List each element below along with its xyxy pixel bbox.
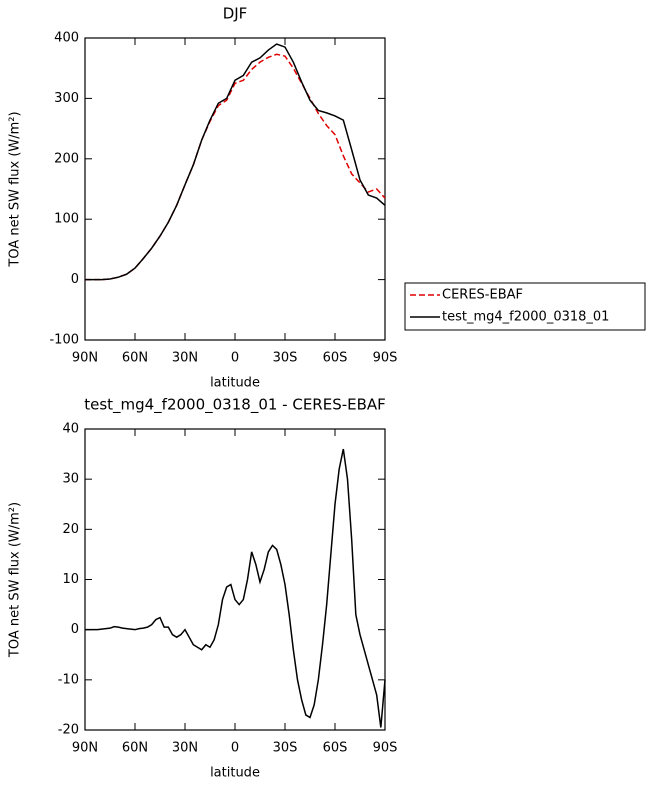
- x-tick-label: 90N: [72, 741, 98, 756]
- y-tick-label: 200: [54, 151, 79, 166]
- x-tick-label: 0: [231, 351, 239, 366]
- y-tick-label: 10: [62, 572, 79, 587]
- chart-title: test_mg4_f2000_0318_01 - CERES-EBAF: [84, 396, 386, 415]
- x-tick-label: 0: [231, 741, 239, 756]
- x-tick-label: 30S: [273, 351, 298, 366]
- data-line: [85, 43, 386, 281]
- x-tick-label: 90S: [373, 741, 398, 756]
- legend-label: CERES-EBAF: [442, 288, 523, 303]
- data-line: [85, 448, 386, 728]
- plot-frame: [84, 428, 386, 731]
- x-tick-label: 60S: [323, 741, 348, 756]
- y-tick-label: 0: [71, 272, 79, 287]
- legend-box: [404, 282, 646, 331]
- y-tick-label: 20: [62, 522, 79, 537]
- x-tick-label: 30N: [172, 351, 198, 366]
- x-tick-label: 60S: [323, 351, 348, 366]
- x-tick-label: 60N: [122, 741, 148, 756]
- y-tick-label: 300: [54, 91, 79, 106]
- chart-title: DJF: [223, 5, 248, 23]
- y-axis-label: TOA net SW flux (W/m²): [8, 111, 23, 267]
- x-tick-label: 60N: [122, 351, 148, 366]
- x-tick-label: 30N: [172, 741, 198, 756]
- y-tick-label: 100: [54, 212, 79, 227]
- x-axis-label: latitude: [210, 766, 260, 781]
- y-axis-label: TOA net SW flux (W/m²): [8, 502, 23, 658]
- y-tick-label: 40: [62, 422, 79, 437]
- y-tick-label: -10: [58, 672, 79, 687]
- y-tick-label: 30: [62, 472, 79, 487]
- data-line: [85, 53, 386, 281]
- y-tick-label: -100: [49, 333, 79, 348]
- x-tick-label: 30S: [273, 741, 298, 756]
- y-tick-label: 0: [71, 622, 79, 637]
- x-axis-label: latitude: [210, 376, 260, 391]
- y-tick-label: 400: [54, 31, 79, 46]
- x-tick-label: 90N: [72, 351, 98, 366]
- y-tick-label: -20: [58, 723, 79, 738]
- legend-label: test_mg4_f2000_0318_01: [442, 310, 609, 325]
- x-tick-label: 90S: [373, 351, 398, 366]
